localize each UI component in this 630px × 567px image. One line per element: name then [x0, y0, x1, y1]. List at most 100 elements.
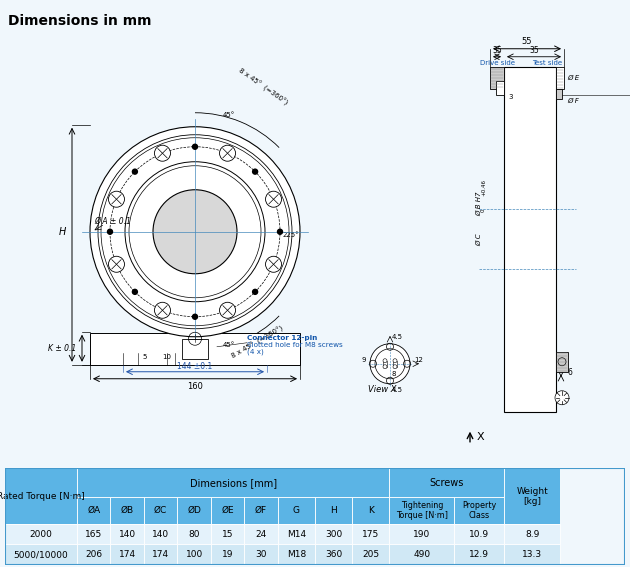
Text: Drive side: Drive side	[479, 60, 515, 66]
Text: Ø C: Ø C	[476, 233, 482, 246]
Circle shape	[265, 191, 282, 207]
Text: 8 x 45°  (=360°): 8 x 45° (=360°)	[230, 325, 284, 360]
Text: 30: 30	[255, 550, 267, 559]
Text: 6: 6	[568, 368, 573, 376]
Bar	[389, 468, 504, 497]
Bar	[556, 67, 564, 89]
Text: 165: 165	[85, 530, 102, 539]
Bar	[278, 524, 315, 544]
Text: 24: 24	[255, 530, 266, 539]
Bar	[178, 544, 211, 565]
Text: 490: 490	[413, 550, 430, 559]
Text: Screws: Screws	[430, 478, 464, 488]
Circle shape	[154, 145, 171, 161]
Circle shape	[193, 314, 197, 319]
Bar	[352, 524, 389, 544]
Text: Test side: Test side	[532, 60, 562, 66]
Circle shape	[153, 190, 237, 274]
Text: Dimensions in mm: Dimensions in mm	[8, 14, 151, 28]
Text: Ø F: Ø F	[567, 98, 579, 104]
Bar	[389, 497, 454, 524]
Bar	[77, 497, 110, 524]
Text: +0.46: +0.46	[481, 179, 486, 196]
Text: 0: 0	[481, 209, 486, 212]
Text: G: G	[293, 506, 300, 515]
Text: 55: 55	[522, 37, 532, 46]
Bar	[178, 497, 211, 524]
Bar	[504, 468, 561, 524]
Circle shape	[393, 365, 397, 369]
Circle shape	[555, 391, 569, 405]
Text: Ø E: Ø E	[567, 75, 579, 81]
Bar	[77, 544, 110, 565]
Text: ØA: ØA	[87, 506, 100, 515]
Text: 160: 160	[187, 382, 203, 391]
Text: 15: 15	[222, 530, 233, 539]
Bar	[454, 544, 504, 565]
Bar	[556, 352, 568, 372]
Text: M18: M18	[287, 550, 306, 559]
Text: 12: 12	[414, 357, 423, 363]
Bar	[90, 333, 300, 365]
Bar	[504, 524, 561, 544]
Bar	[5, 468, 77, 524]
Text: 144 ±0.1: 144 ±0.1	[178, 362, 213, 371]
Bar	[211, 524, 244, 544]
Text: 35: 35	[492, 46, 502, 55]
Bar	[490, 67, 504, 89]
Bar	[389, 544, 454, 565]
Bar	[278, 497, 315, 524]
Text: H: H	[330, 506, 337, 515]
Text: H: H	[59, 227, 66, 237]
Circle shape	[219, 302, 236, 318]
Circle shape	[277, 229, 282, 234]
Text: 13.3: 13.3	[522, 550, 542, 559]
Text: 300: 300	[325, 530, 342, 539]
Bar	[454, 497, 504, 524]
Bar	[315, 497, 352, 524]
Text: 8 x 45°  (=360°): 8 x 45° (=360°)	[237, 67, 289, 106]
Bar	[556, 89, 562, 99]
Text: Property
Class: Property Class	[462, 501, 496, 521]
Text: ØE: ØE	[221, 506, 234, 515]
Bar	[211, 497, 244, 524]
Text: View X: View X	[368, 385, 396, 393]
Text: Ø B H7: Ø B H7	[476, 192, 482, 217]
Text: K ± 0.1: K ± 0.1	[48, 344, 76, 353]
Text: 5: 5	[143, 354, 147, 359]
Text: 206: 206	[85, 550, 102, 559]
Bar	[352, 497, 389, 524]
Text: 175: 175	[362, 530, 379, 539]
Text: 4.5: 4.5	[392, 334, 403, 340]
Text: ØD: ØD	[187, 506, 201, 515]
Circle shape	[90, 127, 300, 337]
Text: M14: M14	[287, 530, 306, 539]
Bar	[315, 524, 352, 544]
Text: 100: 100	[185, 550, 203, 559]
Text: Slotted hole for M8 screws: Slotted hole for M8 screws	[247, 342, 343, 348]
Text: 4.5: 4.5	[392, 387, 403, 393]
Bar	[383, 361, 387, 367]
Bar	[389, 524, 454, 544]
Text: X: X	[477, 431, 484, 442]
Bar	[244, 497, 278, 524]
Text: 8: 8	[392, 371, 396, 376]
Bar	[144, 524, 178, 544]
Circle shape	[125, 162, 265, 302]
Bar	[504, 67, 556, 412]
Text: 3: 3	[558, 84, 563, 94]
Circle shape	[108, 229, 113, 234]
Text: 360: 360	[325, 550, 342, 559]
Text: 80: 80	[188, 530, 200, 539]
Circle shape	[265, 256, 282, 272]
Text: 10: 10	[163, 354, 171, 359]
Text: 140: 140	[152, 530, 169, 539]
Bar	[352, 544, 389, 565]
Circle shape	[108, 256, 125, 272]
Text: (4 x): (4 x)	[247, 349, 264, 356]
Circle shape	[154, 302, 171, 318]
Text: 45°: 45°	[223, 342, 235, 348]
Text: Weight
[kg]: Weight [kg]	[517, 486, 548, 506]
Text: ØB: ØB	[120, 506, 134, 515]
Circle shape	[193, 144, 197, 149]
